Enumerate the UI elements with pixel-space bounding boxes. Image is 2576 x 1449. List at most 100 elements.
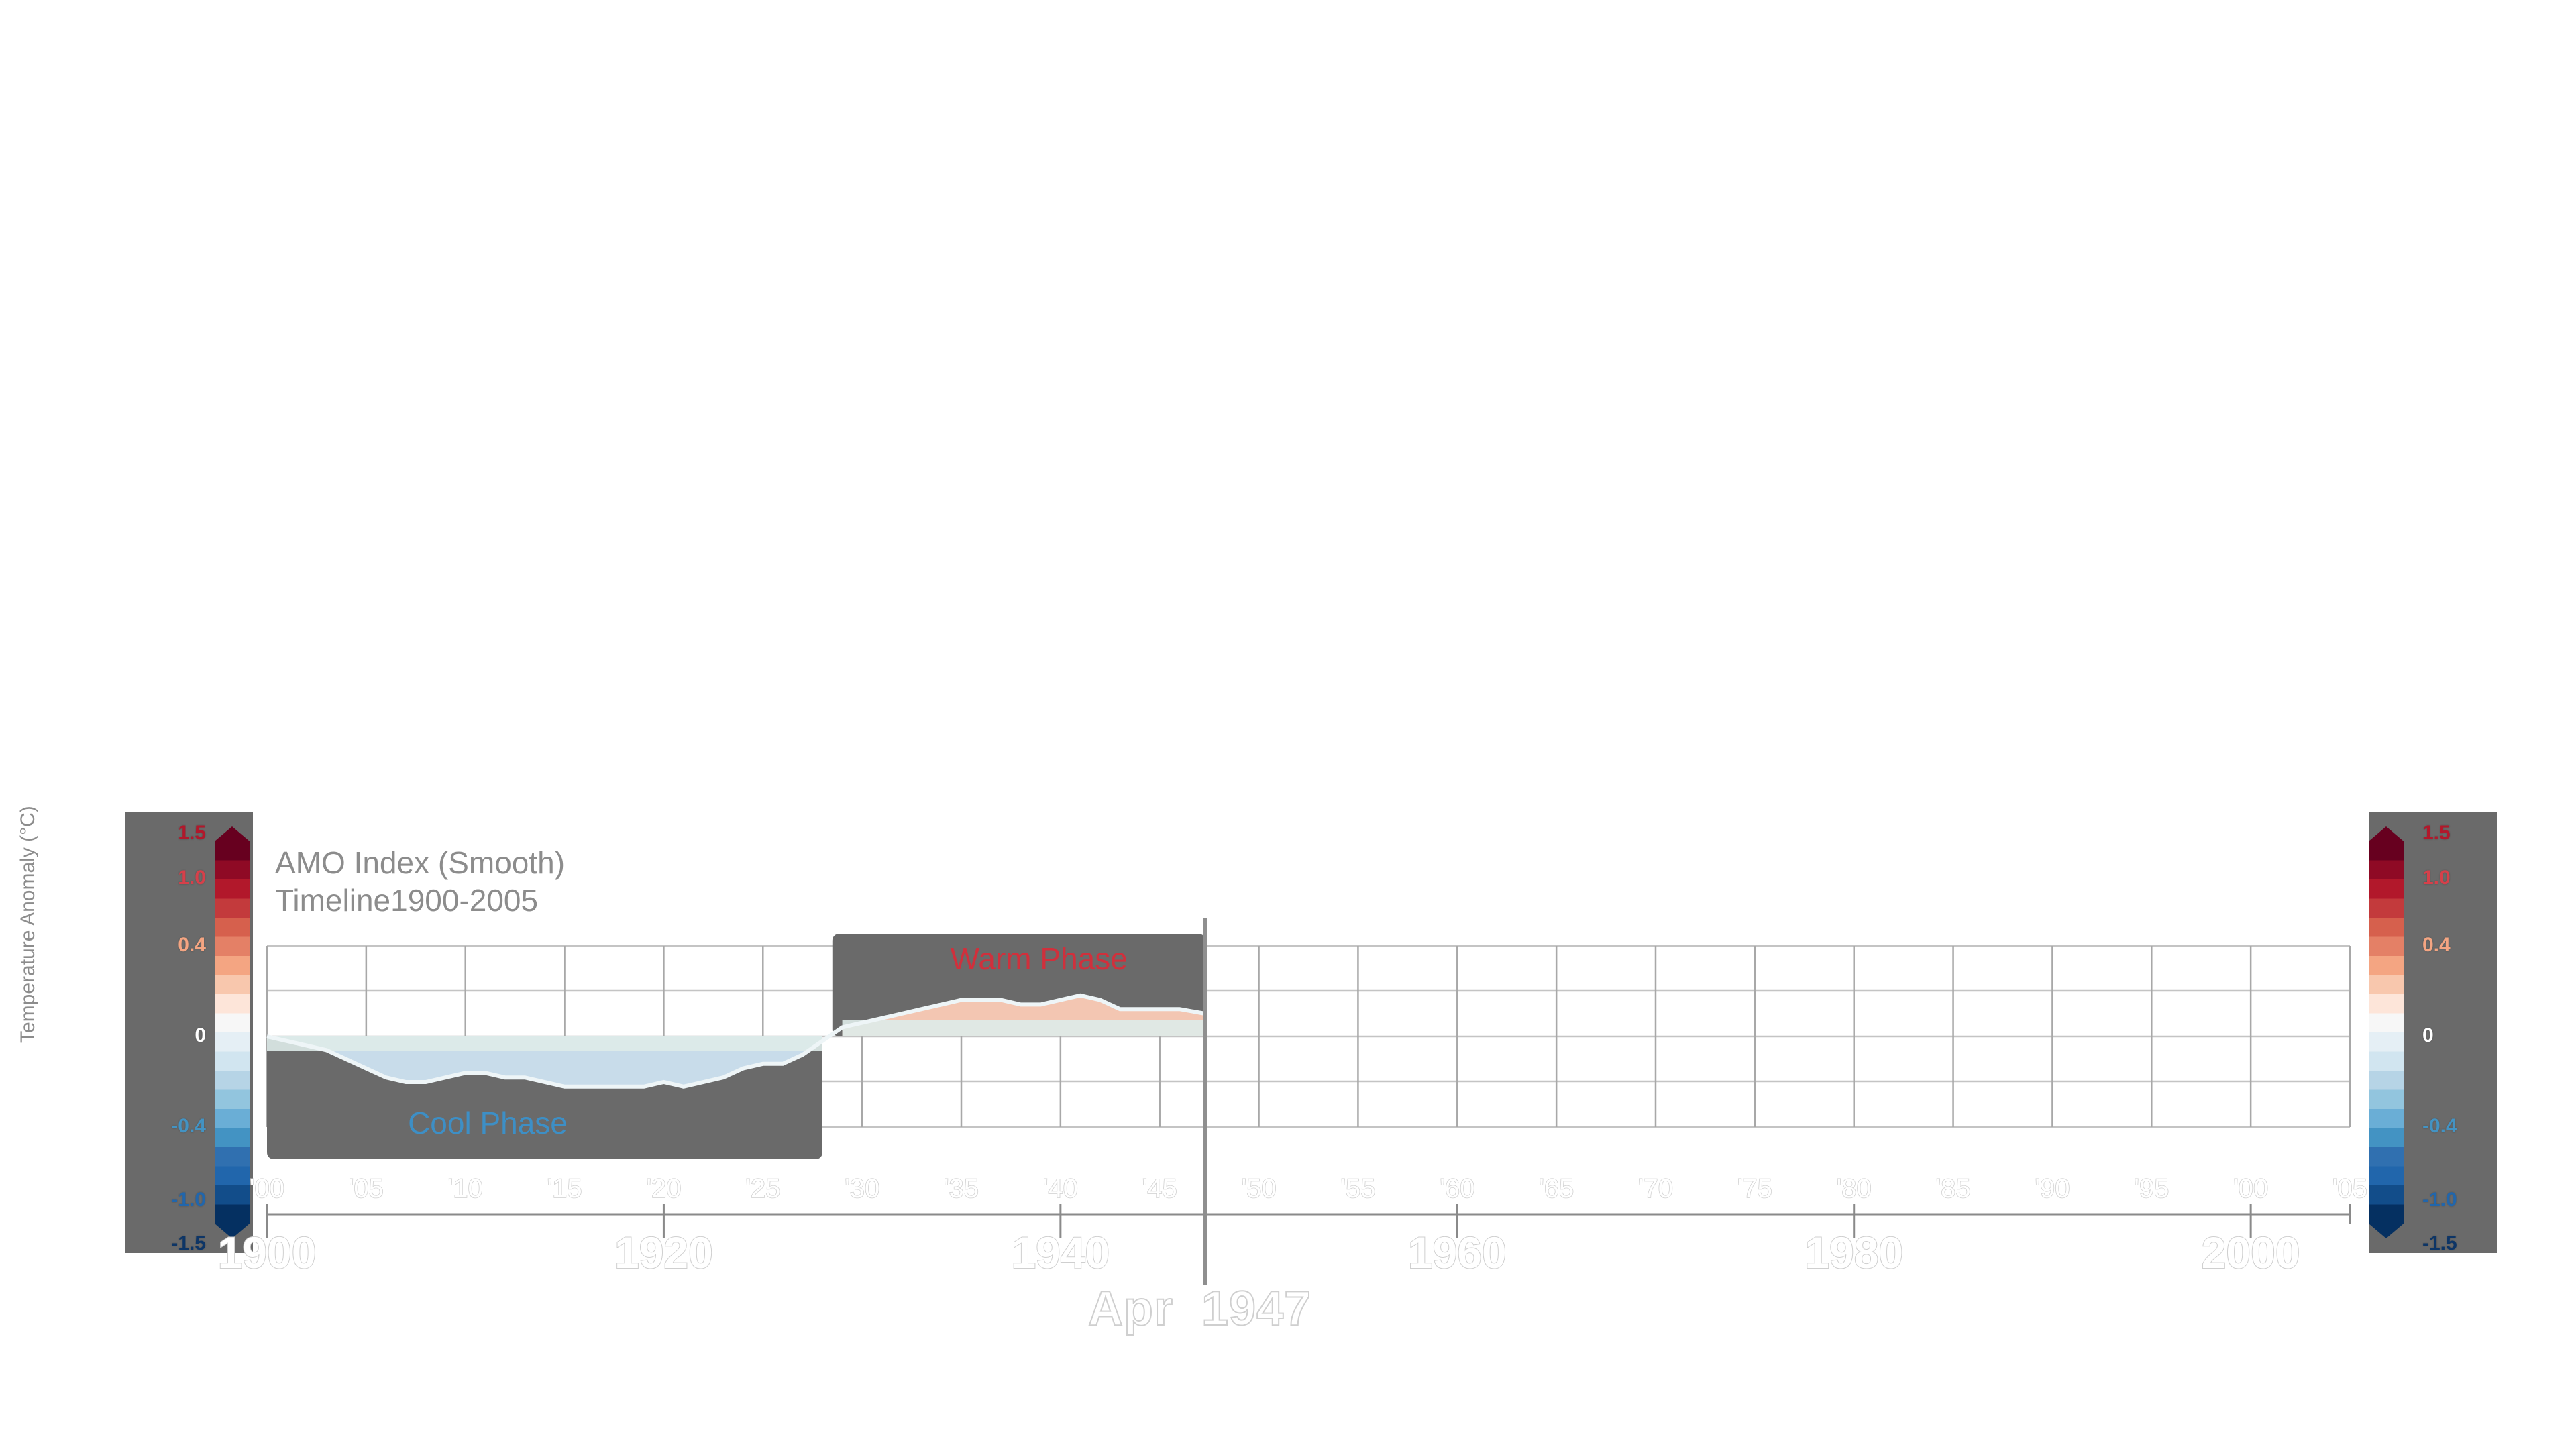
colorbar-band: [215, 879, 250, 900]
colorbar-band: [215, 1147, 250, 1167]
colorbar-band: [2369, 1013, 2404, 1033]
colorbar-right: 1.5 1.0 0.4 0 -0.4 -1.0 -1.5: [2369, 812, 2497, 1254]
colorbar-gradient: [2369, 826, 2404, 1238]
cool-phase-label: Cool Phase: [408, 1106, 568, 1140]
colorbar-tick-label: -1.0: [2422, 1189, 2457, 1211]
colorbar-band: [215, 918, 250, 938]
colorbar-tick-label: 1.0: [178, 867, 206, 889]
colorbar-band: [2369, 879, 2404, 900]
minor-tick-label: '45: [1142, 1174, 1177, 1203]
colorbar-cap-top: [2369, 826, 2404, 841]
colorbar-band: [215, 860, 250, 880]
minor-tick-label: '00: [250, 1174, 284, 1203]
cool-band: [267, 1036, 822, 1051]
colorbar-band: [2369, 1204, 2404, 1224]
colorbar-band: [215, 1032, 250, 1053]
colorbar-cap-bottom: [2369, 1224, 2404, 1238]
minor-tick-label: '55: [1340, 1174, 1375, 1203]
warm-band: [842, 1020, 1205, 1036]
colorbar-band: [215, 898, 250, 918]
minor-tick-label: '00: [2233, 1174, 2268, 1203]
colorbar-band: [2369, 1032, 2404, 1053]
colorbar-band: [2369, 918, 2404, 938]
minor-tick-label: '85: [1936, 1174, 1971, 1203]
minor-tick-label: '80: [1837, 1174, 1872, 1203]
minor-tick-label: '70: [1638, 1174, 1673, 1203]
minor-tick-label: '60: [1440, 1174, 1474, 1203]
current-year: 1947: [1201, 1281, 1312, 1336]
colorbar-tick-label: -0.4: [171, 1115, 206, 1137]
major-tick-label: 1960: [1408, 1228, 1507, 1277]
minor-tick-label: '25: [745, 1174, 780, 1203]
colorbar-band: [2369, 1128, 2404, 1148]
colorbar-tick-label: -0.4: [2422, 1115, 2457, 1137]
colorbar-band: [215, 1128, 250, 1148]
minor-tick-label: '50: [1242, 1174, 1277, 1203]
colorbar-band: [215, 1166, 250, 1186]
colorbar-tick-label: 1.5: [178, 822, 206, 844]
colorbar-band: [2369, 975, 2404, 995]
colorbar-band: [2369, 1071, 2404, 1091]
colorbar-tick-label: 0: [195, 1024, 206, 1046]
minor-tick-label: '10: [448, 1174, 483, 1203]
colorbar-band: [2369, 1185, 2404, 1205]
minor-tick-label: '30: [845, 1174, 879, 1203]
minor-tick-label: '15: [547, 1174, 582, 1203]
colorbar-band: [215, 1089, 250, 1110]
colorbar-band: [215, 1204, 250, 1224]
current-date-label: Apr 1947: [1087, 1281, 1312, 1336]
minor-tick-label: '35: [944, 1174, 979, 1203]
colorbar-cap-top: [215, 826, 250, 841]
warm-phase-label: Warm Phase: [951, 941, 1128, 976]
colorbar-band: [215, 1071, 250, 1091]
colorbar-tick-label: -1.5: [2422, 1232, 2457, 1254]
colorbar-tick-label: 1.0: [2422, 867, 2451, 889]
minor-tick-label: '65: [1539, 1174, 1574, 1203]
colorbar-band: [2369, 936, 2404, 957]
colorbar-band: [215, 975, 250, 995]
colorbar-band: [215, 1051, 250, 1071]
colorbar-band: [2369, 898, 2404, 918]
colorbar-band: [2369, 1166, 2404, 1186]
colorbar-band: [215, 1109, 250, 1129]
major-tick-label: 2000: [2202, 1228, 2300, 1277]
minor-tick-label: '20: [646, 1174, 681, 1203]
colorbar-band: [2369, 860, 2404, 880]
colorbar-band: [2369, 1147, 2404, 1167]
colorbar-band: [2369, 994, 2404, 1014]
current-month: Apr: [1087, 1281, 1173, 1336]
minor-tick-label: '05: [349, 1174, 384, 1203]
colorbar-cap-bottom: [215, 1224, 250, 1238]
colorbar-band: [215, 1013, 250, 1033]
colorbar-band: [215, 1185, 250, 1205]
colorbar-tick-label: -1.0: [171, 1189, 206, 1211]
major-tick-label: 1980: [1805, 1228, 1903, 1277]
colorbar-band: [215, 841, 250, 861]
minor-tick-label: '95: [2134, 1174, 2169, 1203]
colorbar-band: [215, 956, 250, 976]
colorbar-band: [215, 936, 250, 957]
minor-tick-label: '05: [2332, 1174, 2367, 1203]
colorbar-tick-label: 0: [2422, 1024, 2434, 1046]
colorbar-tick-label: 1.5: [2422, 822, 2451, 844]
minor-tick-label: '40: [1043, 1174, 1078, 1203]
chart-title: AMO Index (Smooth): [275, 845, 566, 880]
colorbar-tick-label: 0.4: [178, 934, 206, 956]
chart-subtitle: Timeline1900-2005: [275, 883, 539, 918]
colorbar-band: [2369, 841, 2404, 861]
colorbar-band: [215, 994, 250, 1014]
amo-series-line: [266, 993, 1206, 1089]
colorbar-band: [2369, 1109, 2404, 1129]
major-tick-label: 1900: [218, 1228, 317, 1277]
colorbar-tick-label: 0.4: [2422, 934, 2451, 956]
minor-tick-label: '90: [2035, 1174, 2070, 1203]
colorbar-band: [2369, 1051, 2404, 1071]
colorbar-band: [2369, 956, 2404, 976]
major-tick-label: 1940: [1011, 1228, 1110, 1277]
major-tick-label: 1920: [614, 1228, 713, 1277]
minor-tick-label: '75: [1737, 1174, 1772, 1203]
colorbar-gradient: [215, 826, 250, 1238]
colorbar-left: 1.5 1.0 0.4 0 -0.4 -1.0 -1.5: [125, 812, 253, 1254]
colorbar-band: [2369, 1089, 2404, 1110]
